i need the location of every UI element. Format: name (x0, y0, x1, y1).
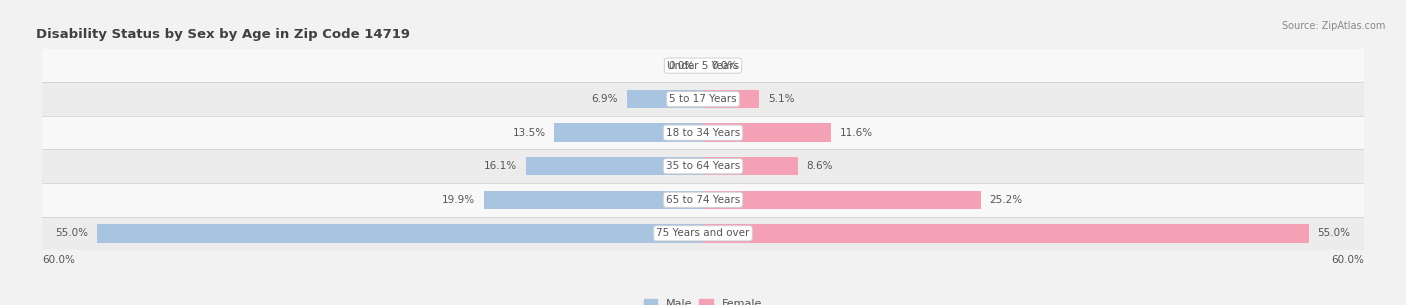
Text: 11.6%: 11.6% (839, 128, 873, 138)
Text: 0.0%: 0.0% (668, 61, 695, 70)
Text: 25.2%: 25.2% (990, 195, 1022, 205)
Legend: Male, Female: Male, Female (644, 299, 762, 305)
Text: 65 to 74 Years: 65 to 74 Years (666, 195, 740, 205)
Text: 5 to 17 Years: 5 to 17 Years (669, 94, 737, 104)
Bar (703, 90, 759, 108)
Text: 60.0%: 60.0% (1331, 255, 1364, 265)
Bar (627, 90, 703, 108)
Bar (42, 149, 1364, 183)
Bar (703, 224, 1309, 242)
Text: 5.1%: 5.1% (768, 94, 794, 104)
Text: 6.9%: 6.9% (592, 94, 619, 104)
Bar (42, 183, 1364, 217)
Text: 18 to 34 Years: 18 to 34 Years (666, 128, 740, 138)
Text: 55.0%: 55.0% (55, 228, 89, 238)
Text: 19.9%: 19.9% (441, 195, 475, 205)
Bar (703, 191, 980, 209)
Bar (526, 157, 703, 175)
Text: 8.6%: 8.6% (807, 161, 832, 171)
Bar (42, 82, 1364, 116)
Bar (42, 49, 1364, 82)
Text: Disability Status by Sex by Age in Zip Code 14719: Disability Status by Sex by Age in Zip C… (35, 28, 409, 41)
Text: Under 5 Years: Under 5 Years (666, 61, 740, 70)
Text: Source: ZipAtlas.com: Source: ZipAtlas.com (1281, 21, 1385, 31)
Text: 75 Years and over: 75 Years and over (657, 228, 749, 238)
Text: 13.5%: 13.5% (512, 128, 546, 138)
Bar (42, 217, 1364, 250)
Bar (97, 224, 703, 242)
Bar (703, 157, 797, 175)
Text: 60.0%: 60.0% (42, 255, 75, 265)
Bar (42, 116, 1364, 149)
Text: 16.1%: 16.1% (484, 161, 517, 171)
Text: 35 to 64 Years: 35 to 64 Years (666, 161, 740, 171)
Text: 55.0%: 55.0% (1317, 228, 1351, 238)
Bar (703, 124, 831, 142)
Bar (554, 124, 703, 142)
Text: 0.0%: 0.0% (711, 61, 738, 70)
Bar (484, 191, 703, 209)
